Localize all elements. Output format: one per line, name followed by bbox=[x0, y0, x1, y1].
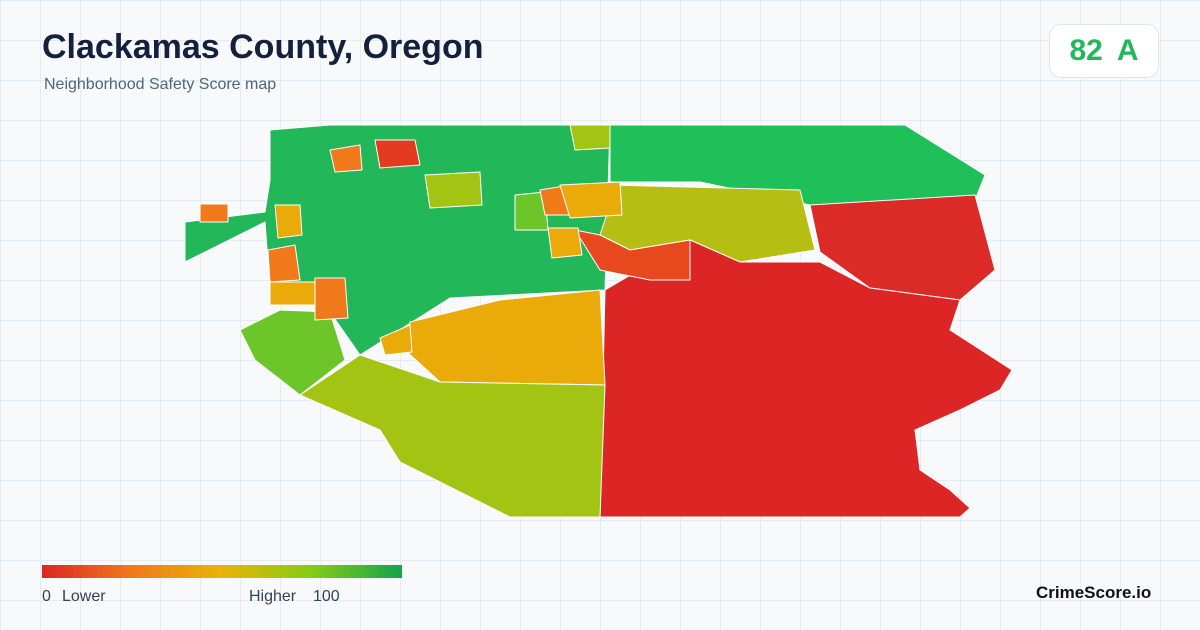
region bbox=[274, 204, 303, 239]
region bbox=[299, 354, 606, 518]
region bbox=[374, 139, 421, 169]
region bbox=[599, 239, 1013, 518]
region bbox=[569, 124, 611, 151]
brand: CrimeScore.io bbox=[1036, 583, 1152, 602]
subtitle: Neighborhood Safety Score map bbox=[44, 76, 277, 93]
region bbox=[267, 244, 301, 283]
region bbox=[379, 324, 413, 356]
legend-min: 0 bbox=[42, 588, 51, 605]
region bbox=[424, 171, 483, 209]
region bbox=[574, 229, 691, 281]
region bbox=[547, 227, 583, 259]
legend-gradient bbox=[42, 565, 402, 578]
legend-max-label: Higher bbox=[249, 588, 297, 605]
legend-max: 100 bbox=[313, 588, 340, 605]
score: 82 bbox=[1069, 34, 1103, 67]
region bbox=[329, 144, 363, 173]
legend-min-label: Lower bbox=[62, 588, 106, 605]
region bbox=[314, 277, 349, 321]
grade: A bbox=[1116, 34, 1139, 67]
score-badge: 82 A bbox=[1049, 24, 1159, 78]
region bbox=[559, 181, 623, 219]
region bbox=[269, 281, 316, 306]
region bbox=[239, 309, 346, 396]
region bbox=[199, 203, 229, 223]
title: Clackamas County, Oregon bbox=[42, 28, 484, 66]
